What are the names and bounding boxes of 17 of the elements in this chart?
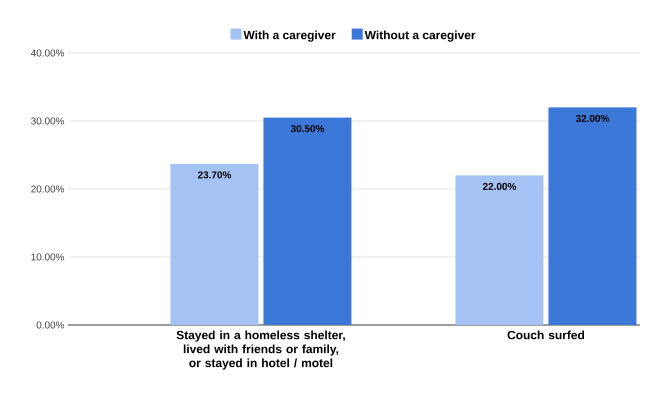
bar xyxy=(170,164,258,326)
y-tick-label: 40.00% xyxy=(30,49,64,57)
data-label: 30.50% xyxy=(290,125,324,132)
y-tick-label: 10.00% xyxy=(31,253,64,261)
data-label: 23.70% xyxy=(198,171,232,178)
y-tick-label: 0.00% xyxy=(36,321,64,329)
legend-label: Without a caregiver xyxy=(364,30,476,42)
y-tick-label: 20.00% xyxy=(31,185,64,193)
bar xyxy=(455,175,544,326)
y-tick-label: 30.00% xyxy=(31,117,64,125)
bar xyxy=(263,118,352,326)
x-tick-label: Stayed in a homeless shelter, lived with friends or family, or stayed in hotel / motel xyxy=(176,330,345,370)
bar xyxy=(548,107,636,326)
data-label: 32.00% xyxy=(576,114,610,122)
legend-label: With a caregiver xyxy=(243,30,336,42)
x-tick-label: Couch surfed xyxy=(508,330,584,340)
data-label: 22.00% xyxy=(482,182,516,190)
